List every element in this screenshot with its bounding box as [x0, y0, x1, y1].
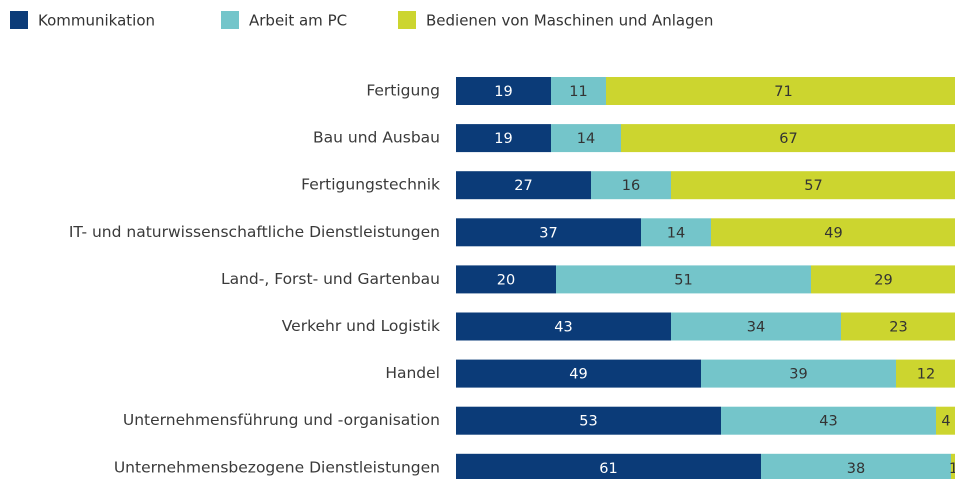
bar-segment [551, 77, 606, 105]
bar-segment [606, 77, 955, 105]
value-label: 19 [494, 84, 512, 100]
legend-swatch [221, 11, 239, 29]
value-label: 34 [747, 320, 765, 336]
value-label: 23 [889, 320, 907, 336]
bar-segment [701, 359, 896, 388]
value-label: 14 [577, 131, 595, 147]
bar-segment [841, 312, 955, 341]
value-label: 16 [622, 178, 640, 194]
bar-segment [811, 265, 955, 294]
bar-segment [591, 171, 671, 200]
value-label: 49 [824, 225, 842, 241]
bar-segment [711, 218, 955, 247]
value-label: 43 [554, 320, 572, 336]
bar-segment [556, 265, 811, 294]
legend-label: Arbeit am PC [249, 12, 347, 30]
bar-segment [456, 124, 551, 153]
bar-segment [456, 218, 641, 247]
value-label: 1 [949, 461, 955, 477]
value-label: 67 [779, 131, 797, 147]
value-label: 20 [497, 272, 515, 288]
value-label: 11 [569, 84, 587, 100]
bar-segment [641, 218, 711, 247]
category-label: Verkehr und Logistik [282, 317, 440, 335]
value-label: 61 [599, 461, 617, 477]
bar-segment [936, 406, 955, 435]
bar-segment [551, 124, 621, 153]
bar-segment [721, 406, 936, 435]
bar-segment [456, 312, 671, 341]
category-label: Bau und Ausbau [313, 129, 440, 147]
category-label: IT- und naturwissenschaftliche Dienstlei… [69, 223, 440, 241]
category-label: Land-, Forst- und Gartenbau [221, 270, 440, 288]
bar-segment [456, 77, 551, 105]
bar-segment [761, 453, 951, 479]
bar-segment [456, 265, 556, 294]
bar-segment [671, 312, 841, 341]
category-label: Handel [385, 364, 440, 382]
legend-label: Bedienen von Maschinen und Anlagen [426, 12, 713, 30]
legend-swatch [398, 11, 416, 29]
bar-segment [951, 453, 955, 479]
value-label: 39 [789, 367, 807, 383]
value-label: 27 [514, 178, 532, 194]
value-label: 4 [941, 414, 950, 430]
category-label: Unternehmensführung und -organisation [123, 411, 440, 429]
value-label: 49 [569, 367, 587, 383]
bar-segment [671, 171, 955, 200]
bar-segment [621, 124, 955, 153]
category-label: Unternehmensbezogene Dienstleistungen [114, 458, 440, 476]
bar-segment [456, 453, 761, 479]
legend-swatch [10, 11, 28, 29]
bar-segment [456, 171, 591, 200]
value-label: 12 [917, 367, 935, 383]
value-label: 29 [874, 272, 892, 288]
value-label: 38 [847, 461, 865, 477]
value-label: 43 [819, 414, 837, 430]
legend-label: Kommunikation [38, 12, 155, 30]
category-label: Fertigungstechnik [301, 176, 440, 194]
value-label: 71 [774, 84, 792, 100]
bar-segment [456, 359, 701, 388]
value-label: 37 [539, 225, 557, 241]
bar-segment [456, 406, 721, 435]
value-label: 51 [674, 272, 692, 288]
value-label: 19 [494, 131, 512, 147]
value-label: 14 [667, 225, 685, 241]
value-label: 57 [804, 178, 822, 194]
bar-segment [896, 359, 955, 388]
value-label: 53 [579, 414, 597, 430]
category-label: Fertigung [366, 82, 440, 100]
